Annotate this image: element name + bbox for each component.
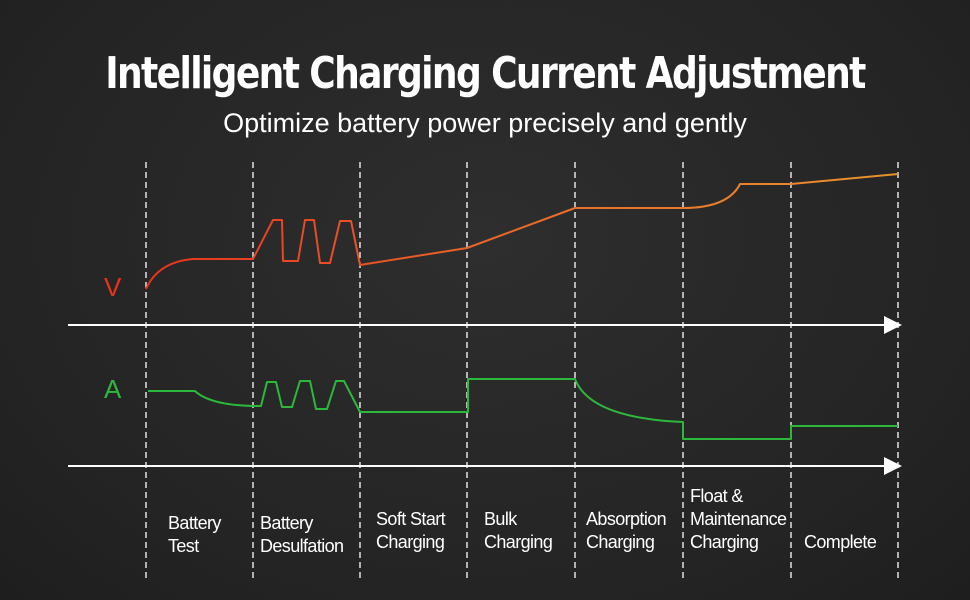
stage-label-bulk: Bulk Charging <box>484 508 553 554</box>
stage-label-line: Charging <box>484 532 553 552</box>
current-curve <box>148 378 898 440</box>
voltage-axis-label: V <box>104 272 122 302</box>
stage-label-line: Complete <box>804 532 877 552</box>
stage-label-battery-test: Battery Test <box>168 512 221 558</box>
arrow-right-icon <box>884 457 902 475</box>
stage-label-complete: Complete <box>804 531 877 554</box>
stage-label-soft-start: Soft Start Charging <box>376 508 446 554</box>
stage-label-line: Absorption <box>586 509 667 529</box>
stage-label-line: Charging <box>690 532 759 552</box>
current-axis-label: A <box>104 374 122 404</box>
stage-label-absorption: Absorption Charging <box>586 508 667 554</box>
stage-label-line: Maintenance <box>690 509 787 529</box>
stage-label-desulfation: Battery Desulfation <box>260 512 344 558</box>
voltage-axis <box>68 316 902 334</box>
stage-label-line: Float & <box>690 486 743 506</box>
page-subtitle: Optimize battery power precisely and gen… <box>223 108 747 138</box>
stage-label-line: Soft Start <box>376 509 446 529</box>
stage-label-line: Test <box>168 536 199 556</box>
current-axis <box>68 457 902 475</box>
stage-label-line: Battery <box>260 513 313 533</box>
page-title: Intelligent Charging Current Adjustment <box>105 48 866 99</box>
stage-label-float: Float & Maintenance Charging <box>690 485 787 554</box>
arrow-right-icon <box>884 316 902 334</box>
stage-label-line: Charging <box>376 532 445 552</box>
stage-label-line: Desulfation <box>260 536 344 556</box>
stage-label-line: Battery <box>168 513 221 533</box>
voltage-curve <box>145 173 899 290</box>
stage-label-line: Bulk <box>484 509 517 529</box>
stage-label-line: Charging <box>586 532 655 552</box>
